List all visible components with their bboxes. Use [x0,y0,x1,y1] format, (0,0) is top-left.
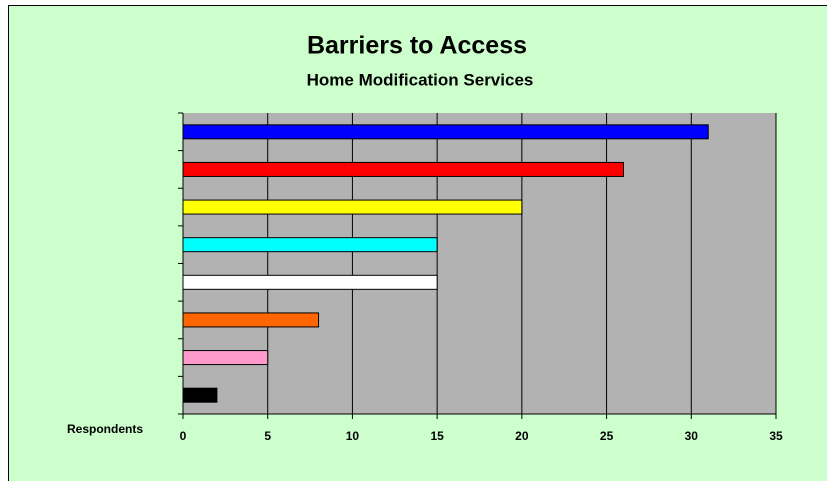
bar [182,350,269,366]
x-tick-label: 15 [430,429,444,443]
x-tick-label: 20 [515,429,529,443]
bar [182,199,523,215]
x-tick-label: 0 [180,429,187,443]
x-tick-label: 25 [600,429,614,443]
x-tick-label: 30 [685,429,699,443]
plot-area [183,113,776,414]
bar [182,124,709,140]
x-tick-label: 5 [264,429,271,443]
bar [182,387,218,403]
chart-subtitle: Home Modification Services [307,70,534,89]
x-tick-label: 10 [346,429,360,443]
x-axis-label: Respondents [67,422,143,436]
bar [182,312,320,328]
bar [182,237,438,253]
bar [182,274,438,290]
chart-title: Barriers to Access [307,32,527,60]
x-tick-label: 35 [769,429,783,443]
bar [182,161,625,177]
